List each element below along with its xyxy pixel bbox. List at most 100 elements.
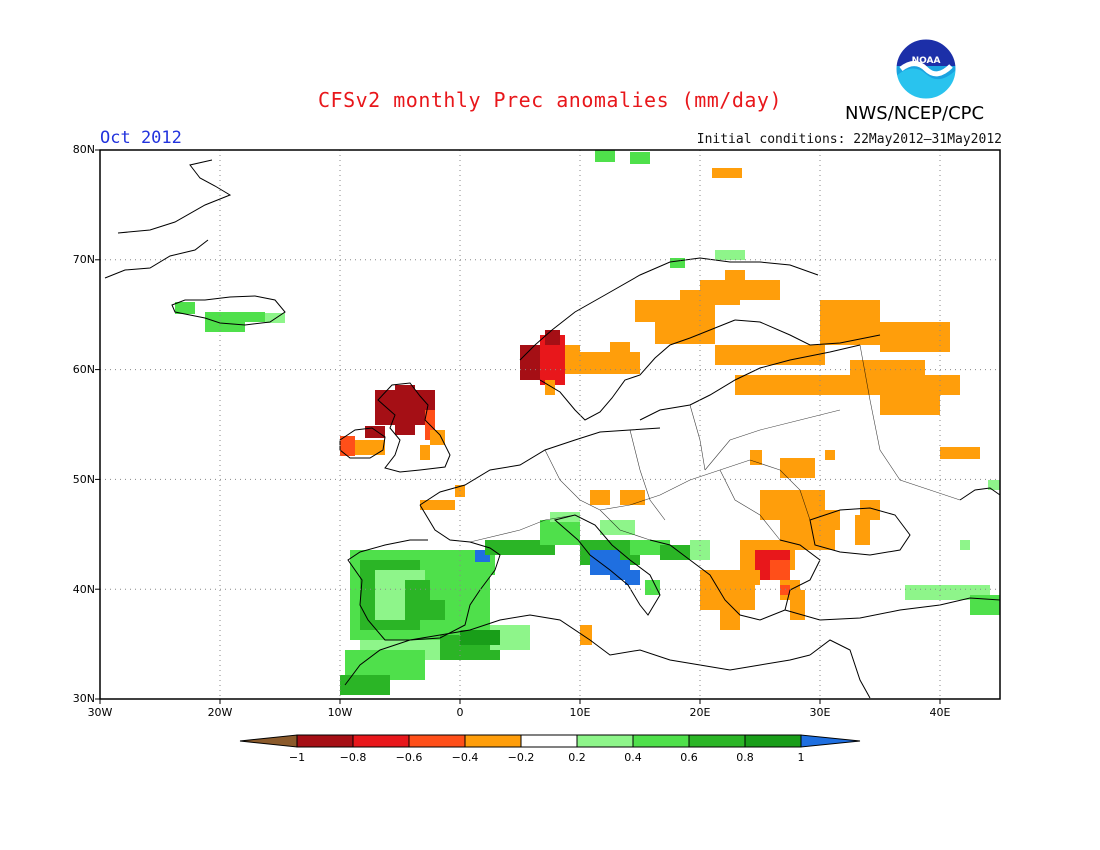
anomaly-cell — [715, 345, 825, 365]
colorbar-swatch — [352, 734, 410, 748]
anomaly-cell — [205, 322, 245, 332]
colorbar-swatch — [688, 734, 746, 748]
anomaly-cell — [880, 390, 940, 415]
anomaly-cell — [940, 447, 980, 459]
lat-label: 60N — [72, 363, 95, 376]
anomaly-cell — [750, 450, 762, 465]
anomaly-cell — [988, 480, 1000, 490]
lon-label: 20E — [689, 706, 711, 719]
map-frame — [99, 149, 1001, 700]
colorbar-label: 1 — [797, 751, 805, 764]
lon-label: 0 — [456, 706, 464, 719]
anomaly-cell — [825, 450, 835, 460]
anomaly-cell — [355, 440, 385, 455]
lat-label: 50N — [72, 473, 95, 486]
anomaly-cell — [725, 270, 745, 282]
anomaly-cell — [430, 430, 445, 445]
colorbar-label: 0.6 — [680, 751, 698, 764]
colorbar-swatch — [520, 734, 578, 748]
anomaly-cell — [715, 250, 745, 260]
anomaly-cell — [630, 152, 650, 164]
colorbar-label: −0.8 — [339, 751, 367, 764]
colorbar — [239, 734, 861, 748]
anomaly-cell — [780, 458, 815, 478]
anomaly-cell — [395, 385, 415, 435]
anomaly-cell — [625, 570, 640, 585]
noaa-logo: NOAA — [895, 38, 957, 100]
colorbar-label: −0.4 — [451, 751, 479, 764]
initial-conditions-label: Initial conditions: 22May2012–31May2012 — [696, 132, 1002, 147]
anomaly-cell — [820, 300, 880, 345]
colorbar-swatch — [576, 734, 634, 748]
map-title-text: CFSv2 monthly Prec anomalies (mm/day) — [317, 88, 783, 112]
colorbar-arrow-low — [239, 734, 298, 748]
colorbar-label: −0.2 — [507, 751, 535, 764]
anomaly-cell — [485, 540, 555, 555]
agency-label: NWS/NCEP/CPC — [845, 103, 985, 124]
anomaly-cell — [420, 500, 455, 510]
map-title: CFSv2 monthly Prec anomalies (mm/day) — [0, 88, 1100, 112]
anomaly-cell — [265, 313, 285, 323]
anomaly-cell — [580, 625, 592, 645]
anomaly-cell — [175, 302, 195, 314]
lat-label: 40N — [72, 583, 95, 596]
lat-label: 70N — [72, 253, 95, 266]
anomaly-cell — [905, 585, 990, 600]
anomaly-cell — [420, 445, 430, 460]
colorbar-label: 0.2 — [568, 751, 586, 764]
anomaly-cells — [175, 150, 1000, 695]
anomaly-cell — [720, 610, 740, 630]
anomaly-cell — [590, 490, 610, 505]
anomaly-cell — [565, 352, 640, 374]
lat-label: 80N — [72, 143, 95, 156]
anomaly-cell — [340, 675, 390, 695]
anomaly-cell — [780, 585, 790, 595]
anomaly-cell — [760, 490, 825, 520]
anomaly-cell — [365, 426, 385, 438]
anomaly-cell — [670, 258, 685, 268]
graticule — [100, 150, 1000, 699]
anomaly-cell — [565, 345, 580, 357]
anomaly-cell — [960, 540, 970, 550]
anomaly-cell — [880, 322, 950, 352]
colorbar-swatch — [296, 734, 354, 748]
anomaly-cell — [545, 380, 555, 395]
lon-label: 20W — [207, 706, 233, 719]
noaa-logo-text: NOAA — [912, 56, 941, 66]
anomaly-cell — [460, 630, 500, 645]
colorbar-swatch — [632, 734, 690, 748]
lon-label: 40E — [929, 706, 951, 719]
colorbar-arrow-high — [800, 734, 861, 748]
anomaly-cell — [655, 322, 715, 344]
anomaly-cell — [635, 300, 715, 322]
lon-label: 10W — [327, 706, 353, 719]
lon-label: 10E — [569, 706, 591, 719]
anomaly-cell — [645, 580, 660, 595]
anomaly-cell — [620, 490, 645, 505]
anomaly-cell — [205, 312, 265, 322]
valid-month-label: Oct 2012 — [100, 128, 182, 148]
borders — [469, 344, 961, 543]
axis-ticks — [95, 149, 941, 704]
colorbar-swatch — [464, 734, 522, 748]
lat-label: 30N — [72, 692, 95, 705]
lon-label: 30E — [809, 706, 831, 719]
anomaly-cell — [610, 342, 630, 354]
colorbar-swatch — [744, 734, 802, 748]
colorbar-label: −1 — [288, 751, 306, 764]
anomaly-cell — [770, 560, 790, 580]
anomaly-cell — [700, 570, 760, 585]
colorbar-label: −0.6 — [395, 751, 423, 764]
colorbar-swatch — [408, 734, 466, 748]
anomaly-cell — [712, 168, 742, 178]
anomaly-cell — [340, 436, 355, 456]
anomaly-cell — [545, 330, 560, 345]
colorbar-label: 0.8 — [736, 751, 754, 764]
coastlines — [104, 159, 1001, 699]
anomaly-cell — [700, 280, 780, 300]
colorbar-label: 0.4 — [624, 751, 642, 764]
anomaly-cell — [855, 515, 870, 545]
anomaly-cell — [850, 360, 925, 380]
anomaly-cell — [595, 150, 615, 162]
